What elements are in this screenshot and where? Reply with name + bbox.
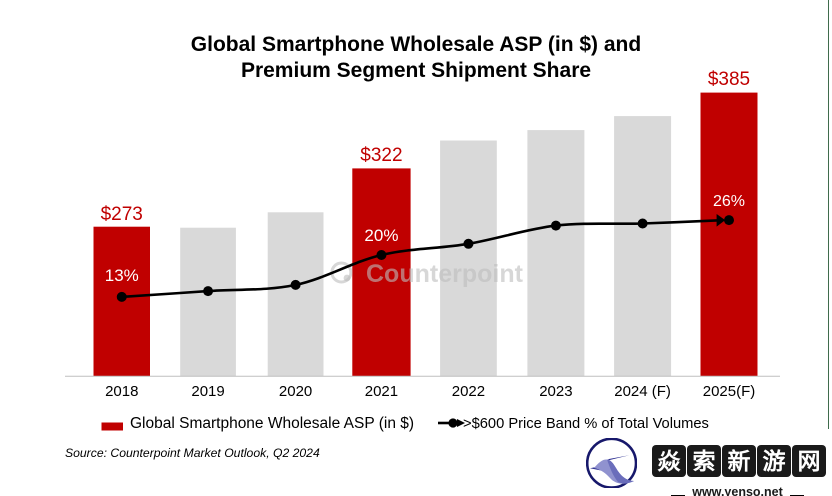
svg-text:Counterpoint: Counterpoint xyxy=(366,260,524,288)
svg-text:2018: 2018 xyxy=(105,383,138,400)
svg-text:Source: Counterpoint Market Ou: Source: Counterpoint Market Outlook, Q2 … xyxy=(65,446,320,460)
svg-text:$273: $273 xyxy=(101,204,143,225)
svg-text:2023: 2023 xyxy=(539,383,572,400)
svg-text:2025(F): 2025(F) xyxy=(703,383,756,400)
svg-text:$385: $385 xyxy=(708,69,750,90)
svg-text:2019: 2019 xyxy=(191,383,224,400)
svg-text:Global Smartphone Wholesale AS: Global Smartphone Wholesale ASP (in $) xyxy=(130,415,414,432)
svg-text:13%: 13% xyxy=(105,266,139,285)
svg-text:26%: 26% xyxy=(713,193,745,210)
svg-text:2021: 2021 xyxy=(365,383,398,400)
svg-text:2024 (F): 2024 (F) xyxy=(614,383,671,400)
svg-text:20%: 20% xyxy=(364,226,398,245)
svg-text:$322: $322 xyxy=(360,145,402,166)
svg-text:>$600 Price Band % of Total Vo: >$600 Price Band % of Total Volumes xyxy=(463,416,709,432)
svg-text:2022: 2022 xyxy=(452,383,485,400)
svg-text:2020: 2020 xyxy=(279,383,312,400)
